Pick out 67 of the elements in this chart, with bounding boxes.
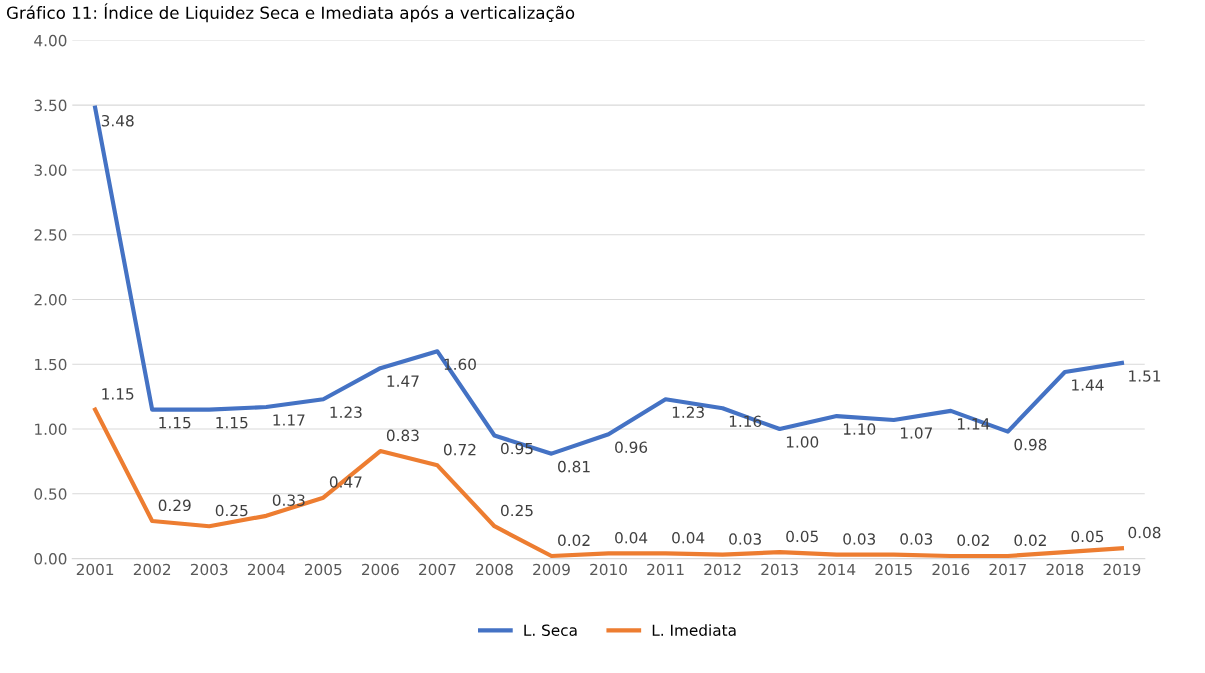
x-tick-label: 2004 <box>247 563 285 576</box>
y-tick-label: 2.00 <box>34 293 67 306</box>
data-label: 1.23 <box>672 406 704 419</box>
data-label: 0.83 <box>386 429 419 442</box>
x-tick-label: 2008 <box>476 563 513 576</box>
legend-label: L. Imediata <box>652 624 736 636</box>
line-series <box>93 407 1125 559</box>
data-label: 0.08 <box>1128 526 1161 539</box>
data-label: 0.95 <box>501 442 533 455</box>
data-label: 1.15 <box>102 388 134 400</box>
y-tick-label: 3.50 <box>34 99 67 112</box>
data-label: 3.48 <box>101 114 134 127</box>
data-label: 0.81 <box>558 460 590 473</box>
data-label: 1.15 <box>216 417 248 429</box>
data-label: 0.04 <box>615 531 648 544</box>
y-tick-label: 1.00 <box>35 423 67 436</box>
data-label: 0.02 <box>1014 534 1046 547</box>
x-tick-label: 2006 <box>362 563 399 576</box>
data-label: 1.00 <box>786 436 819 448</box>
data-label: 1.44 <box>1072 379 1104 391</box>
x-tick-label: 2005 <box>304 563 342 576</box>
x-tick-label: 2017 <box>989 563 1026 576</box>
x-tick-label: 2003 <box>190 563 228 576</box>
x-tick-label: 2001 <box>76 563 114 576</box>
data-label: 1.10 <box>843 423 876 435</box>
data-label: 0.96 <box>615 441 648 453</box>
x-tick-label: 2012 <box>704 563 741 576</box>
y-tick-label: 0.00 <box>34 553 67 565</box>
data-label: 0.33 <box>272 494 305 506</box>
y-tick-label: 1.50 <box>35 358 67 371</box>
data-label: 0.05 <box>1071 530 1104 543</box>
data-label: 1.15 <box>159 417 191 429</box>
x-tick-label: 2018 <box>1046 563 1084 576</box>
data-label: 0.72 <box>443 443 476 456</box>
data-label: 1.51 <box>1129 370 1161 382</box>
data-label: 0.04 <box>672 531 705 544</box>
x-tick-label: 2007 <box>419 563 456 576</box>
y-tick-label: 0.50 <box>34 488 67 500</box>
data-label: 0.29 <box>158 499 191 512</box>
data-label: 1.07 <box>900 427 933 439</box>
data-label: 0.03 <box>843 533 876 545</box>
line-series <box>93 105 1125 456</box>
x-tick-label: 2015 <box>875 563 912 576</box>
data-label: 0.02 <box>957 534 989 547</box>
x-tick-label: 2002 <box>133 563 171 576</box>
data-label: 0.25 <box>501 504 533 517</box>
x-tick-label: 2016 <box>932 563 970 576</box>
x-tick-label: 2014 <box>818 563 856 576</box>
data-label: 0.03 <box>729 533 761 545</box>
data-label: 0.05 <box>786 530 818 543</box>
data-label: 0.98 <box>1014 438 1047 451</box>
x-tick-label: 2019 <box>1103 563 1141 576</box>
data-label: 0.25 <box>215 504 248 517</box>
data-label: 1.47 <box>387 375 419 387</box>
chart-title: Gráfico 11: Índice de Liquidez Seca e Imediata após a verticalização <box>6 3 575 23</box>
data-label: 1.23 <box>330 406 362 419</box>
y-tick-label: 2.50 <box>34 229 67 241</box>
y-tick-label: 4.00 <box>34 34 67 47</box>
data-label: 0.02 <box>558 534 590 547</box>
data-label: 1.17 <box>273 414 305 426</box>
x-tick-label: 2013 <box>761 563 798 576</box>
legend-label: L. Seca <box>524 624 577 636</box>
data-label: 0.03 <box>900 533 933 545</box>
x-tick-label: 2010 <box>590 563 627 576</box>
x-tick-label: 2009 <box>533 563 570 576</box>
x-tick-label: 2011 <box>647 563 684 576</box>
y-tick-label: 3.00 <box>34 164 67 176</box>
